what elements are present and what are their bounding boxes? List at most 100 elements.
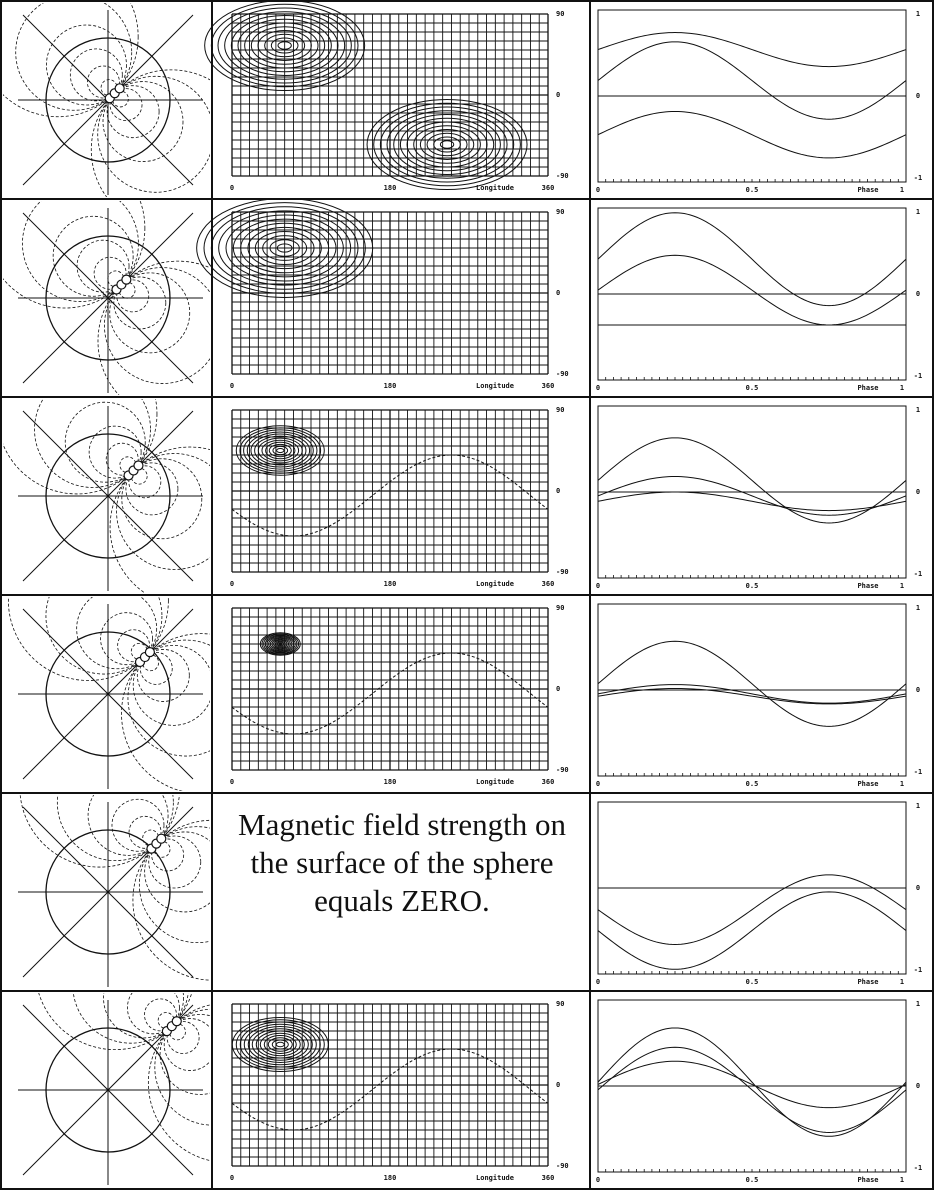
lat-tick-label: 90 bbox=[556, 208, 564, 216]
contour bbox=[262, 235, 308, 261]
lat-tick-label: 0 bbox=[556, 487, 560, 495]
field-line bbox=[3, 399, 158, 495]
lat-tick-label: -90 bbox=[556, 766, 569, 774]
y-tick-label: 1 bbox=[916, 1000, 920, 1008]
lon-tick-label: Longitude bbox=[476, 1174, 514, 1182]
axis-line bbox=[22, 806, 194, 978]
x-tick-label: 1 bbox=[900, 582, 904, 590]
field-line bbox=[151, 838, 185, 872]
lon-tick-label: Longitude bbox=[476, 778, 514, 786]
contour bbox=[265, 441, 296, 460]
field-line bbox=[105, 442, 139, 476]
field-diagram bbox=[3, 3, 210, 197]
y-tick-label: 1 bbox=[916, 208, 920, 216]
contour bbox=[247, 1026, 313, 1063]
field-line bbox=[147, 1004, 210, 1162]
phase-curve bbox=[597, 684, 907, 704]
field-line bbox=[88, 425, 142, 479]
field-line bbox=[117, 629, 151, 663]
y-tick-label: 0 bbox=[916, 290, 920, 298]
field-line bbox=[109, 88, 143, 121]
y-tick-label: 0 bbox=[916, 92, 920, 100]
phase-curve bbox=[597, 212, 907, 307]
zero-line bbox=[231, 454, 549, 537]
phase-curve bbox=[597, 32, 907, 68]
contour bbox=[271, 1039, 289, 1050]
field-line bbox=[97, 260, 210, 395]
y-tick-label: 1 bbox=[916, 10, 920, 18]
field-diagram bbox=[18, 993, 210, 1185]
phase-curve bbox=[597, 891, 907, 970]
contour bbox=[278, 642, 283, 646]
axis-line bbox=[22, 410, 194, 582]
lat-tick-label: 90 bbox=[556, 10, 564, 18]
contour bbox=[225, 214, 344, 282]
contour bbox=[270, 37, 299, 54]
dipole bbox=[156, 833, 167, 844]
contour bbox=[243, 1023, 317, 1066]
field-line bbox=[8, 597, 169, 681]
contour bbox=[239, 1021, 321, 1068]
contour bbox=[259, 632, 301, 656]
field-line bbox=[46, 24, 127, 106]
x-tick-label: Phase bbox=[857, 978, 878, 986]
contour bbox=[251, 1028, 309, 1061]
contour bbox=[218, 210, 352, 286]
lat-tick-label: -90 bbox=[556, 568, 569, 576]
y-tick-label: 0 bbox=[916, 1082, 920, 1090]
contour bbox=[231, 1017, 329, 1072]
contour bbox=[273, 639, 288, 649]
contour bbox=[203, 202, 366, 294]
contour bbox=[259, 1032, 301, 1057]
field-line bbox=[3, 201, 146, 309]
field-line bbox=[132, 644, 210, 726]
field-line bbox=[127, 639, 210, 757]
contour bbox=[272, 445, 289, 456]
field-line bbox=[76, 239, 130, 293]
lon-tick-label: 180 bbox=[384, 778, 397, 786]
x-tick-label: 0.5 bbox=[746, 186, 759, 194]
contour bbox=[268, 636, 293, 652]
lon-tick-label: 360 bbox=[542, 382, 555, 390]
lat-tick-label: 0 bbox=[556, 1081, 560, 1089]
contour bbox=[271, 638, 290, 650]
x-tick-label: 0 bbox=[596, 978, 600, 986]
contour bbox=[217, 7, 352, 84]
field-line bbox=[138, 826, 210, 944]
contour bbox=[267, 1037, 293, 1052]
zero-line bbox=[231, 652, 549, 735]
lon-tick-label: 180 bbox=[384, 184, 397, 192]
contour bbox=[246, 431, 314, 470]
lon-tick-label: Longitude bbox=[476, 184, 514, 192]
x-tick-label: Phase bbox=[857, 384, 878, 392]
field-line bbox=[109, 446, 210, 593]
contour bbox=[235, 1019, 325, 1070]
dipole bbox=[121, 274, 132, 285]
field-line bbox=[136, 649, 190, 702]
dipole bbox=[171, 1016, 182, 1027]
x-tick-label: 0.5 bbox=[746, 780, 759, 788]
lat-tick-label: 0 bbox=[556, 289, 560, 297]
contour bbox=[379, 106, 515, 183]
contour bbox=[257, 437, 303, 464]
contour bbox=[210, 206, 359, 290]
field-line bbox=[154, 1008, 210, 1126]
field-line bbox=[56, 795, 174, 862]
x-tick-label: 0.5 bbox=[746, 978, 759, 986]
field-line bbox=[127, 993, 180, 1035]
lon-tick-label: 0 bbox=[230, 580, 234, 588]
zero-field-note: Magnetic field strength on the surface o… bbox=[238, 807, 566, 918]
field-diagram bbox=[3, 399, 210, 593]
contour bbox=[237, 18, 332, 73]
field-line bbox=[87, 65, 120, 99]
lon-tick-label: 0 bbox=[230, 184, 234, 192]
field-line bbox=[128, 815, 162, 849]
contour bbox=[268, 443, 292, 458]
field-line bbox=[103, 993, 184, 1039]
x-tick-label: 0 bbox=[596, 780, 600, 788]
field-line bbox=[106, 85, 160, 139]
field-line bbox=[104, 267, 210, 384]
phase-curve bbox=[597, 1060, 907, 1109]
contour bbox=[276, 447, 285, 454]
